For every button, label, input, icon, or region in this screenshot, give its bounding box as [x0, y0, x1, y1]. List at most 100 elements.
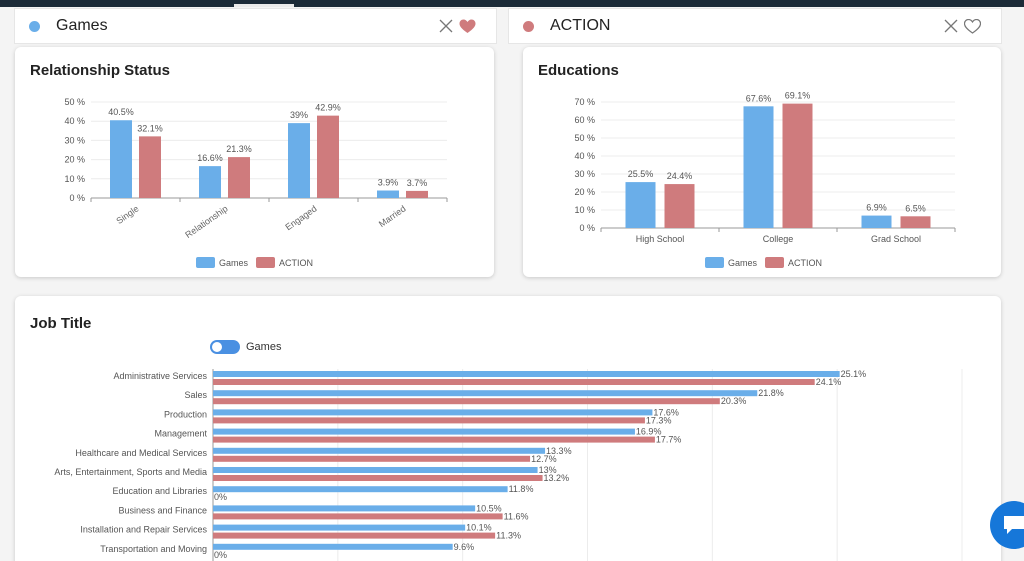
- bar-games: [213, 390, 758, 397]
- dataset-selector-action[interactable]: ACTION: [508, 8, 1002, 44]
- bar-action: [664, 184, 695, 228]
- legend-label: ACTION: [279, 258, 313, 268]
- data-label: 12.7%: [531, 454, 557, 464]
- legend-label: Games: [219, 258, 249, 268]
- y-tick-label: 0 %: [69, 193, 85, 203]
- bar-action: [213, 455, 531, 462]
- bar-action: [900, 216, 931, 228]
- chat-bubble-icon: [1004, 516, 1024, 534]
- bar-games: [861, 215, 892, 228]
- data-label: 25.1%: [841, 369, 867, 379]
- toggle-knob: [212, 342, 222, 352]
- y-tick-label: Production: [164, 409, 207, 419]
- educations-chart: 0 % 10 % 20 % 30 % 40 % 50 % 60 % 70 % 25.5% 24.4…: [574, 91, 956, 268]
- data-label: 6.5%: [905, 203, 926, 213]
- y-tick-label: Management: [154, 429, 207, 439]
- bar-games: [213, 486, 508, 493]
- data-label: 3.9%: [378, 178, 399, 188]
- bar-games: [213, 447, 546, 454]
- data-label: 17.6%: [653, 407, 679, 417]
- x-tick-label: Single: [114, 203, 140, 226]
- action-color-dot: [523, 20, 534, 32]
- bar-games: [213, 543, 453, 550]
- data-label: 69.1%: [785, 91, 811, 101]
- legend-swatch-action: [256, 257, 275, 268]
- y-tick-label: 40 %: [64, 116, 85, 126]
- bar-games: [110, 120, 132, 198]
- legend-swatch-games: [705, 257, 724, 268]
- data-label: 16.6%: [197, 153, 223, 163]
- data-label: 21.3%: [226, 144, 252, 154]
- y-tick-label: 10 %: [574, 205, 595, 215]
- bar-games: [213, 524, 466, 531]
- bar-games: [213, 505, 476, 512]
- data-label: 13%: [539, 465, 557, 475]
- x-tick-label: College: [763, 234, 794, 244]
- y-tick-label: 0 %: [579, 223, 595, 233]
- bar-games: [213, 371, 840, 377]
- bar-games: [213, 467, 538, 473]
- bar-action: [782, 103, 813, 228]
- data-label: 9.6%: [454, 542, 475, 552]
- y-tick-label: Education and Libraries: [112, 486, 207, 496]
- card-title: Relationship Status: [30, 62, 171, 79]
- chat-support-button[interactable]: [990, 501, 1024, 549]
- heart-filled-icon[interactable]: [459, 19, 476, 34]
- y-tick-label: Sales: [184, 390, 207, 400]
- data-label: 13.3%: [546, 446, 572, 456]
- legend-swatch-games: [196, 257, 215, 268]
- x-tick-label: Engaged: [283, 203, 318, 232]
- bar-games: [199, 166, 221, 198]
- data-label: 11.3%: [496, 531, 521, 541]
- y-tick-label: 10 %: [64, 174, 85, 184]
- bar-games: [213, 428, 635, 435]
- series-toggle[interactable]: Games: [210, 340, 281, 354]
- toggle-label: Games: [246, 341, 282, 353]
- data-label: 32.1%: [137, 123, 163, 133]
- y-tick-label: Transportation and Moving: [100, 544, 207, 554]
- y-tick-label: Administrative Services: [113, 371, 207, 381]
- data-label: 42.9%: [315, 103, 341, 113]
- games-color-dot: [29, 20, 40, 32]
- data-label: 16.9%: [636, 427, 662, 437]
- y-tick-label: Arts, Entertainment, Sports and Media: [54, 467, 207, 477]
- bar-action: [139, 136, 161, 198]
- data-label: 67.6%: [746, 93, 772, 103]
- bar-action: [317, 115, 339, 198]
- close-icon[interactable]: [439, 19, 453, 33]
- card-title: Job Title: [30, 315, 92, 332]
- y-tick-label: Installation and Repair Services: [80, 525, 207, 535]
- y-tick-label: 70 %: [574, 97, 595, 107]
- bar-games: [377, 190, 399, 198]
- y-tick-label: 50 %: [64, 97, 85, 107]
- bar-action: [213, 417, 645, 424]
- x-tick-label: Grad School: [871, 234, 921, 244]
- bar-action: [213, 513, 503, 520]
- y-tick-label: 30 %: [64, 135, 85, 145]
- dataset-name: Games: [56, 17, 108, 34]
- y-tick-label: 50 %: [574, 133, 595, 143]
- data-label: 24.4%: [667, 171, 693, 181]
- bar-action: [213, 436, 655, 443]
- y-tick-label: Business and Finance: [118, 505, 207, 515]
- dataset-selector-games[interactable]: Games: [14, 8, 497, 44]
- data-label: 39%: [290, 110, 308, 120]
- x-tick-label: Married: [377, 203, 408, 229]
- y-tick-label: 30 %: [574, 169, 595, 179]
- data-label: 40.5%: [108, 107, 134, 117]
- bar-action: [228, 157, 250, 198]
- dataset-name: ACTION: [550, 17, 611, 34]
- x-tick-label: Relationship: [183, 203, 229, 240]
- data-label: 10.1%: [466, 523, 492, 533]
- close-icon[interactable]: [944, 19, 958, 33]
- relationship-status-card: Relationship Status 0 % 10 % 20 % 30 % 40 % 5…: [15, 47, 494, 277]
- y-tick-label: 20 %: [574, 187, 595, 197]
- heart-outline-icon[interactable]: [964, 18, 981, 34]
- toggle-switch[interactable]: [210, 340, 240, 354]
- top-navigation-bar: [0, 0, 1024, 7]
- x-tick-label: High School: [636, 234, 685, 244]
- y-tick-label: Healthcare and Medical Services: [75, 448, 207, 458]
- data-label: 20.3%: [721, 396, 747, 406]
- data-label: 0%: [214, 492, 227, 502]
- bar-action: [406, 190, 428, 198]
